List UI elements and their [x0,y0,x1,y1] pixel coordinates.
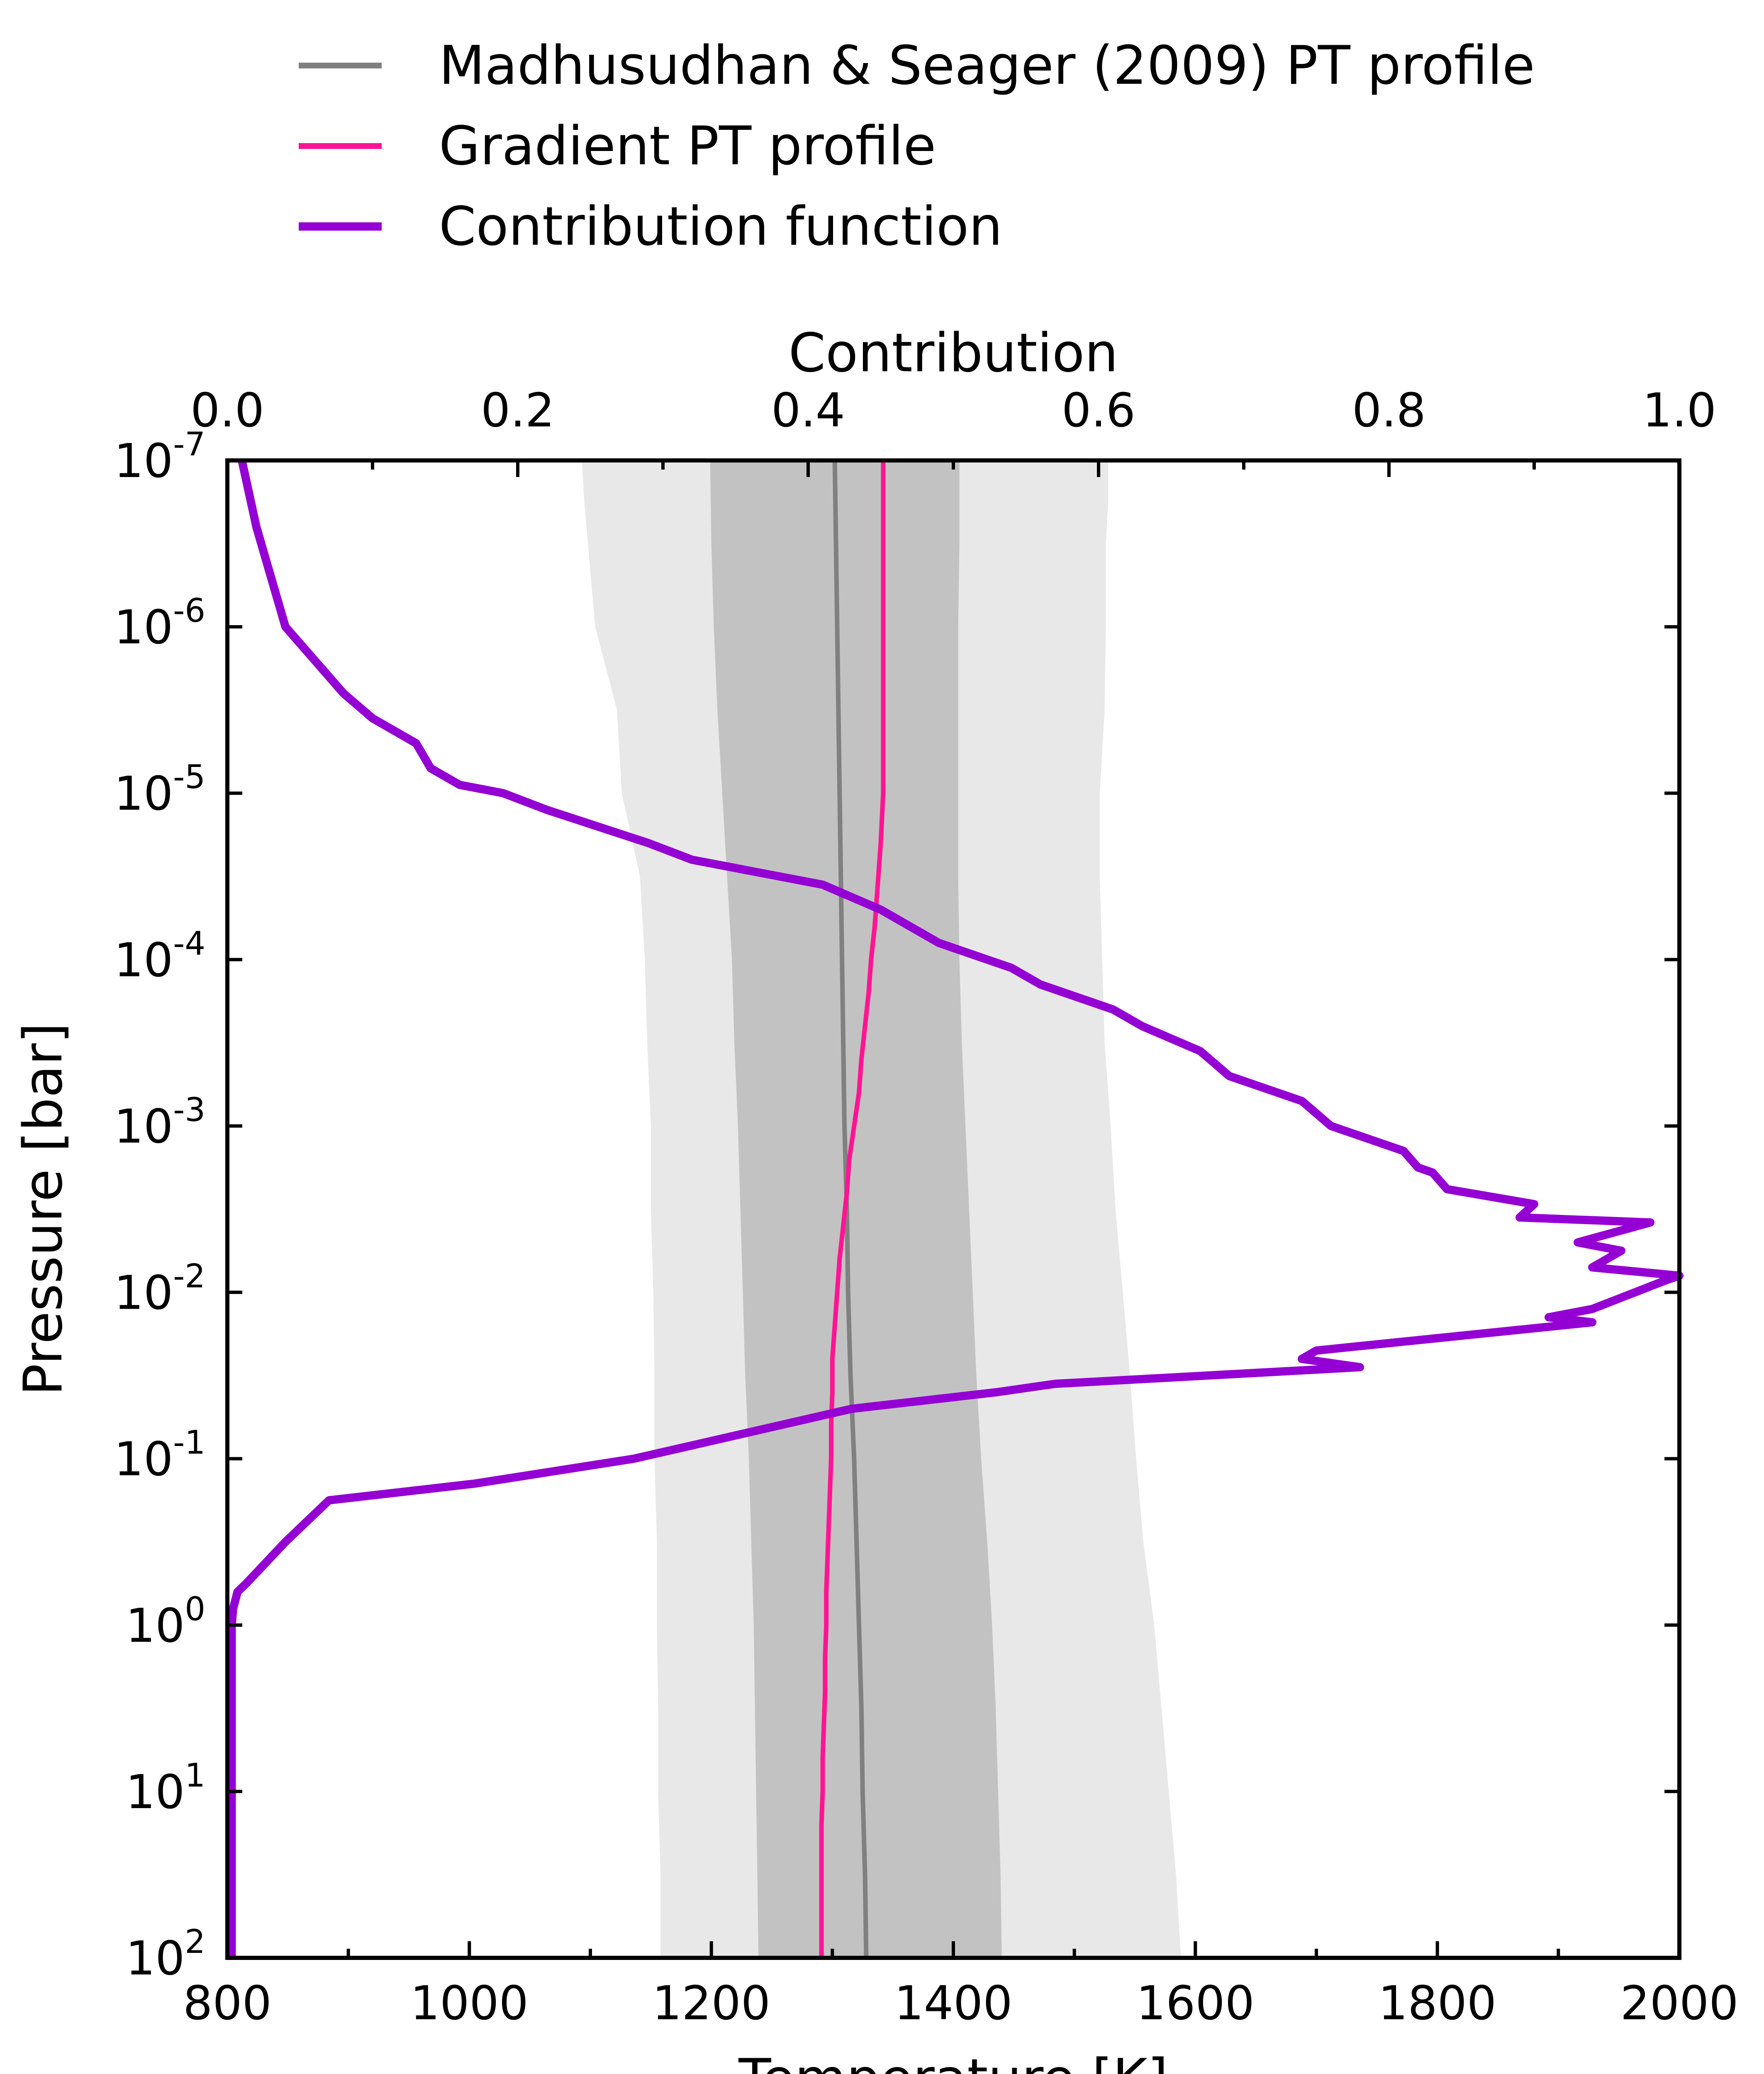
y-tick-label: 102 [126,1923,205,1986]
y-tick-label: 101 [126,1757,205,1819]
legend-label-gradient: Gradient PT profile [439,115,936,177]
gradient-pt-line [819,460,886,1958]
y-tick-label: 100 [126,1591,205,1653]
x-tick-label: 1600 [1136,1977,1255,2030]
x-tick-label: 1800 [1378,1977,1496,2030]
y-tick-labels: 10-7 10-6 10-5 10-4 10-3 10-2 10-1 100 101 102 [114,426,205,1986]
x2-tick-label: 0.2 [481,384,555,438]
x-tick-label: 2000 [1620,1977,1738,2030]
band-1-sigma [710,460,1002,1958]
confidence-bands [582,460,1181,1958]
x-tick-label: 1000 [410,1977,529,2030]
x-tick-label: 800 [183,1977,272,2030]
x-tick-labels: 800 1000 1200 1400 1600 1800 2000 [183,1977,1738,2030]
x2-tick-label: 0.0 [190,384,264,438]
y-tick-label: 10-6 [114,592,205,655]
x2-tick-label: 0.4 [771,384,845,438]
x2-axis-title: Contribution [789,322,1118,384]
series-lines [227,459,1684,1958]
plot-area [225,458,1684,1960]
x2-tick-labels: 0.0 0.2 0.4 0.6 0.8 1.0 [190,384,1716,438]
x2-tick-label: 0.8 [1352,384,1426,438]
legend-label-contribution: Contribution function [439,196,1002,258]
y-tick-label: 10-3 [114,1091,205,1154]
x2-tick-label: 1.0 [1642,384,1716,438]
y-tick-label: 10-2 [114,1258,205,1320]
legend-label-ms09: Madhusudhan & Seager (2009) PT profile [439,35,1535,97]
y-tick-label: 10-5 [114,759,205,821]
ticks [226,459,1681,1960]
legend: Madhusudhan & Seager (2009) PT profile G… [299,35,1535,258]
x-tick-label: 1400 [894,1977,1012,2030]
x2-tick-label: 0.6 [1062,384,1135,438]
y-tick-label: 10-4 [114,925,205,987]
contribution-line [227,459,1684,1958]
x-tick-label: 1200 [652,1977,770,2030]
x-axis-title: Temperature [K] [738,2048,1168,2074]
y-tick-label: 10-7 [114,426,205,488]
y-tick-label: 10-1 [114,1424,205,1487]
y-axis-title: Pressure [bar] [12,1022,74,1395]
